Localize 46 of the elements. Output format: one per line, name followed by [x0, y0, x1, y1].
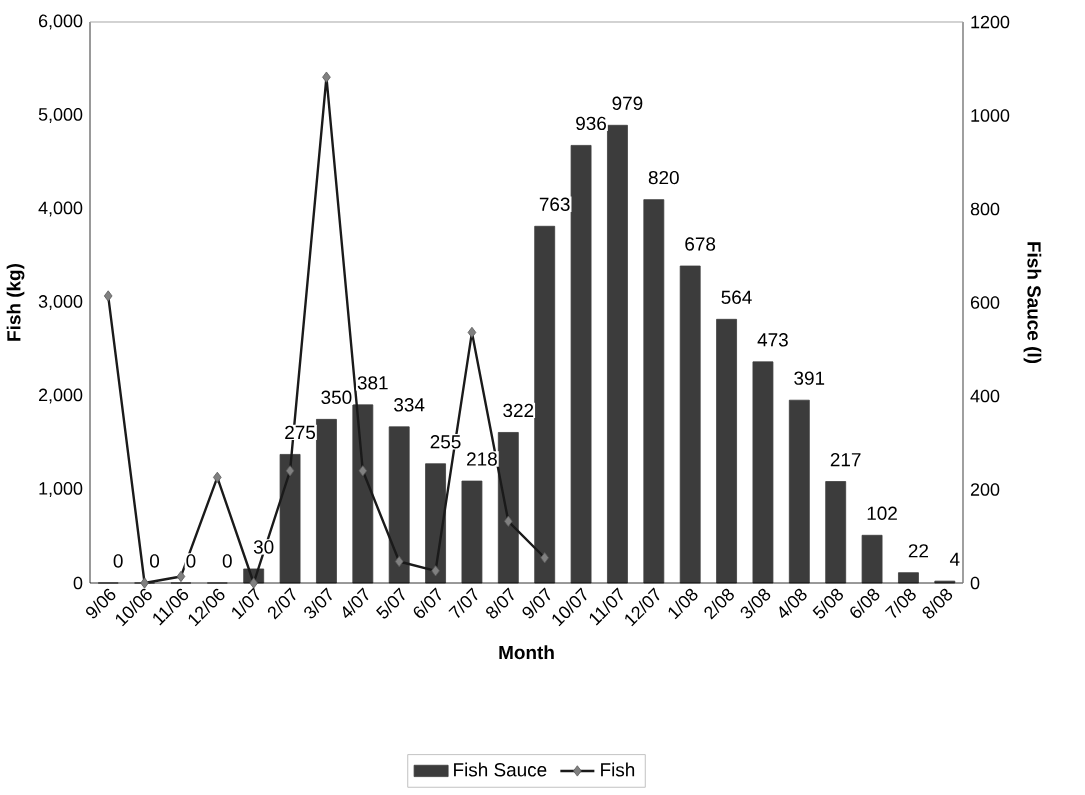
- data-label: 763: [539, 197, 570, 211]
- y2-tick-label: 200: [970, 483, 1000, 496]
- data-label: 255: [430, 435, 461, 449]
- data-label: 218: [467, 452, 497, 466]
- data-label: 678: [685, 237, 716, 251]
- x-axis-title: Month: [499, 645, 554, 660]
- y-tick-label: 1,000: [39, 482, 83, 497]
- x-tick-label: 7/08: [884, 588, 916, 618]
- data-label: 350: [321, 390, 352, 405]
- y2-axis-title: Fish Sauce (l): [1023, 242, 1042, 364]
- x-tick-label: 6/08: [850, 588, 880, 618]
- y-tick-label: 5,000: [38, 108, 83, 123]
- x-tick-label: 4/08: [779, 588, 807, 618]
- data-label: 4: [949, 552, 960, 566]
- legend-label: Fish: [601, 762, 635, 777]
- y2-tick-label: 0: [970, 576, 980, 590]
- data-label: 936: [576, 116, 606, 131]
- y-tick-label: 2,000: [38, 388, 83, 404]
- y2-tick-label: 600: [970, 296, 1000, 309]
- y2-tick-label: 1200: [971, 15, 1010, 29]
- y-tick-label: 6,000: [38, 14, 83, 30]
- data-label: 391: [794, 371, 825, 385]
- data-label: 217: [830, 452, 861, 467]
- data-label: 979: [612, 96, 643, 110]
- data-label: 275: [285, 425, 316, 440]
- y-tick-label: 4,000: [38, 201, 83, 217]
- data-label: 820: [648, 170, 679, 185]
- y-tick-label: 0: [73, 576, 83, 590]
- y2-tick-label: 1000: [971, 109, 1010, 122]
- data-label: 381: [357, 376, 388, 390]
- y2-tick-label: 800: [970, 202, 1000, 216]
- data-label: 22: [908, 544, 928, 558]
- y2-tick-label: 400: [970, 389, 1000, 403]
- data-label: 564: [721, 290, 752, 304]
- data-label: 30: [253, 540, 274, 554]
- data-label: 0: [222, 554, 232, 568]
- data-label: 102: [867, 506, 897, 520]
- legend-label: Fish Sauce: [454, 762, 547, 777]
- data-label: 0: [150, 554, 160, 568]
- y-axis-title: Fish (kg): [6, 264, 25, 341]
- data-label: 473: [757, 333, 788, 347]
- data-label: 0: [186, 554, 196, 568]
- data-label: 334: [394, 398, 425, 412]
- data-label: 322: [503, 403, 534, 418]
- data-label: 0: [113, 554, 123, 568]
- y-tick-label: 3,000: [38, 295, 83, 310]
